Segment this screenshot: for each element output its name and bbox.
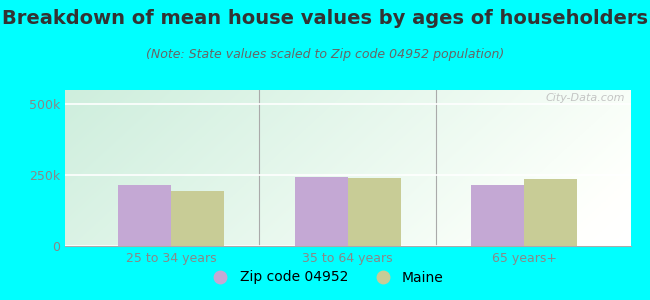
- Bar: [525, 179, 577, 246]
- Bar: [294, 176, 348, 246]
- Text: Breakdown of mean house values by ages of householders: Breakdown of mean house values by ages o…: [2, 9, 648, 28]
- Text: (Note: State values scaled to Zip code 04952 population): (Note: State values scaled to Zip code 0…: [146, 48, 504, 61]
- Text: City-Data.com: City-Data.com: [545, 93, 625, 103]
- Bar: [171, 191, 224, 246]
- Legend: Zip code 04952, Maine: Zip code 04952, Maine: [201, 265, 449, 290]
- Bar: [471, 185, 525, 246]
- Bar: [348, 178, 401, 246]
- Bar: [118, 185, 171, 246]
